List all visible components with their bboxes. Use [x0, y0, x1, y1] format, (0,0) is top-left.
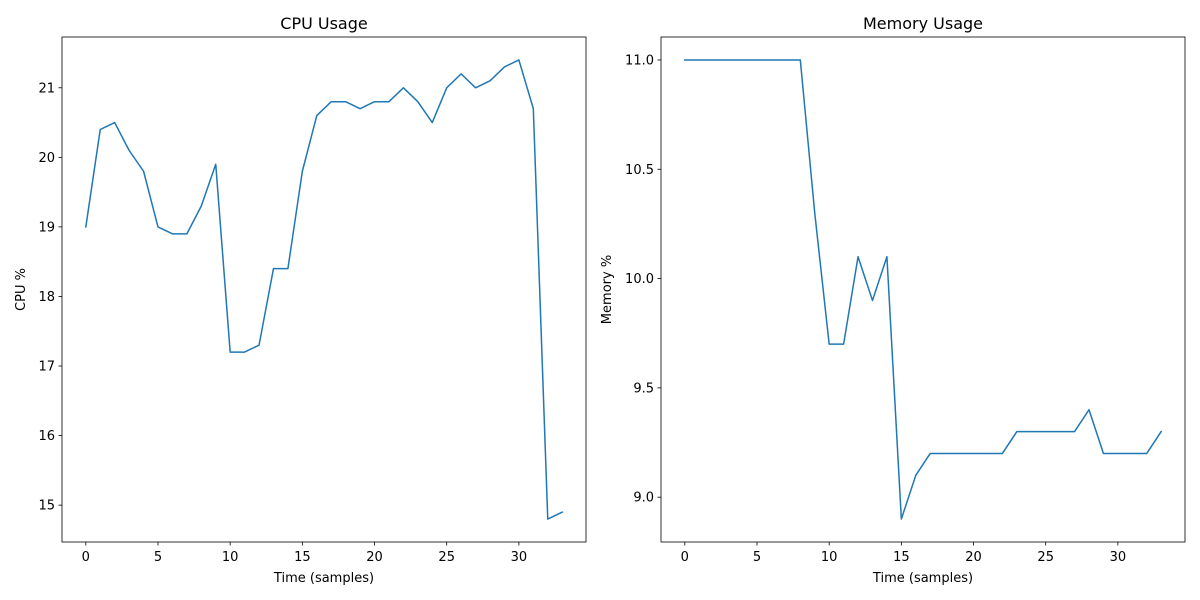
cpu-x-tick-label: 25 — [438, 550, 455, 565]
cpu-x-tick-label: 10 — [222, 550, 239, 565]
cpu-x-tick-label: 20 — [366, 550, 383, 565]
memory-x-tick-label: 10 — [821, 550, 838, 565]
cpu-y-tick-label: 21 — [38, 81, 55, 96]
cpu-x-tick-label: 0 — [82, 550, 90, 565]
memory-x-tick-label: 25 — [1037, 550, 1054, 565]
cpu-y-tick-label: 15 — [38, 499, 55, 514]
memory-y-tick-label: 9.5 — [633, 381, 654, 396]
cpu-series-line — [84, 59, 564, 520]
memory-y-tick-label: 10.0 — [625, 272, 654, 287]
memory-y-tick-label: 9.0 — [633, 491, 654, 506]
memory-x-tick-label: 0 — [681, 550, 689, 565]
memory-axes-frame — [660, 36, 1186, 543]
cpu-chart-title: CPU Usage — [280, 14, 367, 33]
memory-series-line — [684, 59, 1163, 520]
cpu-x-tick-label: 15 — [294, 550, 311, 565]
cpu-y-tick-label: 16 — [38, 429, 55, 444]
memory-y-axis-label: Memory % — [600, 255, 615, 324]
cpu-x-tick-label: 30 — [511, 550, 528, 565]
memory-x-tick-label: 5 — [753, 550, 761, 565]
memory-usage-chart: 0 5 10 15 20 25 30 9.0 9.5 10.0 10.5 11.0 Memory Usa… — [600, 14, 1186, 586]
cpu-usage-chart: 0 5 10 15 20 25 30 15 16 17 18 19 20 21 CPU Usage Time … — [14, 14, 587, 586]
cpu-y-axis-label: CPU % — [14, 268, 29, 311]
cpu-axes-frame — [61, 36, 587, 543]
cpu-y-tick-label: 20 — [38, 151, 55, 166]
memory-chart-title: Memory Usage — [863, 14, 983, 33]
cpu-y-tick-label: 18 — [38, 290, 55, 305]
cpu-x-axis-label: Time (samples) — [273, 571, 374, 586]
memory-x-tick-label: 15 — [893, 550, 910, 565]
cpu-y-tick-label: 17 — [38, 360, 55, 375]
cpu-x-tick-label: 5 — [154, 550, 162, 565]
memory-x-tick-label: 20 — [965, 550, 982, 565]
memory-y-tick-label: 11.0 — [625, 53, 654, 68]
cpu-y-tick-label: 19 — [38, 220, 55, 235]
memory-y-tick-label: 10.5 — [625, 163, 654, 178]
memory-x-tick-label: 30 — [1110, 550, 1127, 565]
memory-x-axis-label: Time (samples) — [872, 571, 973, 586]
